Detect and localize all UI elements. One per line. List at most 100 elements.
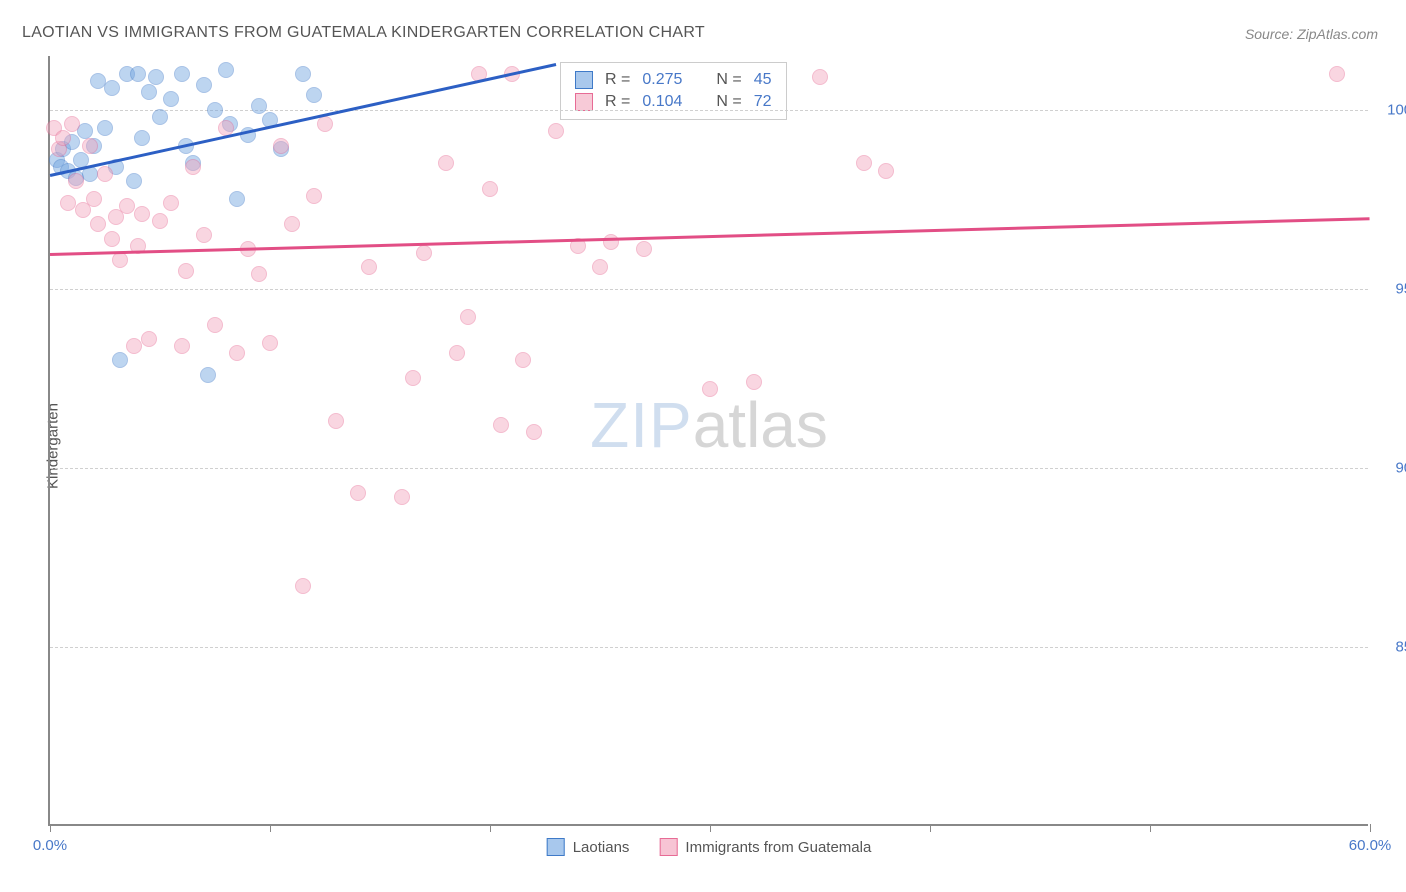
data-point bbox=[90, 216, 106, 232]
legend-item: Immigrants from Guatemala bbox=[659, 838, 871, 856]
n-label: N = bbox=[716, 93, 741, 111]
data-point bbox=[548, 123, 564, 139]
data-point bbox=[273, 138, 289, 154]
data-point bbox=[636, 241, 652, 257]
data-point bbox=[196, 77, 212, 93]
data-point bbox=[482, 181, 498, 197]
data-point bbox=[251, 266, 267, 282]
legend-swatch bbox=[575, 93, 593, 111]
data-point bbox=[218, 62, 234, 78]
correlation-stats-box: R =0.275N =45R =0.104N =72 bbox=[560, 62, 787, 120]
data-point bbox=[141, 84, 157, 100]
data-point bbox=[86, 191, 102, 207]
data-point bbox=[394, 489, 410, 505]
watermark-zip: ZIP bbox=[590, 389, 693, 461]
n-value: 72 bbox=[754, 93, 772, 111]
data-point bbox=[55, 130, 71, 146]
data-point bbox=[493, 417, 509, 433]
data-point bbox=[148, 69, 164, 85]
data-point bbox=[207, 317, 223, 333]
data-point bbox=[104, 80, 120, 96]
data-point bbox=[416, 245, 432, 261]
x-tick-label: 60.0% bbox=[1349, 837, 1392, 854]
legend-label: Immigrants from Guatemala bbox=[685, 839, 871, 856]
data-point bbox=[207, 102, 223, 118]
data-point bbox=[104, 231, 120, 247]
data-point bbox=[526, 424, 542, 440]
data-point bbox=[262, 335, 278, 351]
source-attribution: Source: ZipAtlas.com bbox=[1245, 26, 1378, 42]
data-point bbox=[152, 213, 168, 229]
data-point bbox=[134, 206, 150, 222]
data-point bbox=[229, 191, 245, 207]
scatter-plot-area: ZIPatlas R =0.275N =45R =0.104N =72 Laot… bbox=[48, 56, 1368, 826]
data-point bbox=[350, 485, 366, 501]
x-tick bbox=[270, 824, 271, 832]
data-point bbox=[306, 188, 322, 204]
data-point bbox=[126, 173, 142, 189]
data-point bbox=[174, 338, 190, 354]
data-point bbox=[134, 130, 150, 146]
data-point bbox=[306, 87, 322, 103]
data-point bbox=[112, 252, 128, 268]
data-point bbox=[361, 259, 377, 275]
data-point bbox=[141, 331, 157, 347]
data-point bbox=[438, 155, 454, 171]
data-point bbox=[130, 66, 146, 82]
data-point bbox=[328, 413, 344, 429]
data-point bbox=[878, 163, 894, 179]
trend-line bbox=[50, 217, 1370, 255]
data-point bbox=[64, 116, 80, 132]
legend-item: Laotians bbox=[547, 838, 630, 856]
data-point bbox=[702, 381, 718, 397]
grid-line bbox=[50, 289, 1368, 290]
data-point bbox=[592, 259, 608, 275]
grid-line bbox=[50, 110, 1368, 111]
data-point bbox=[185, 159, 201, 175]
data-point bbox=[112, 352, 128, 368]
data-point bbox=[405, 370, 421, 386]
legend-label: Laotians bbox=[573, 839, 630, 856]
data-point bbox=[295, 578, 311, 594]
data-point bbox=[449, 345, 465, 361]
data-point bbox=[97, 120, 113, 136]
data-point bbox=[251, 98, 267, 114]
data-point bbox=[174, 66, 190, 82]
y-tick-label: 95.0% bbox=[1378, 280, 1406, 297]
legend-swatch bbox=[575, 71, 593, 89]
r-label: R = bbox=[605, 93, 630, 111]
n-value: 45 bbox=[754, 71, 772, 89]
x-tick bbox=[930, 824, 931, 832]
data-point bbox=[178, 263, 194, 279]
watermark-atlas: atlas bbox=[693, 389, 828, 461]
data-point bbox=[68, 173, 84, 189]
stats-row: R = 0.275 N = 45 bbox=[575, 69, 772, 91]
watermark: ZIPatlas bbox=[590, 388, 828, 462]
r-label: R = bbox=[605, 71, 630, 89]
data-point bbox=[284, 216, 300, 232]
grid-line bbox=[50, 647, 1368, 648]
data-point bbox=[97, 166, 113, 182]
chart-title: LAOTIAN VS IMMIGRANTS FROM GUATEMALA KIN… bbox=[22, 24, 705, 42]
data-point bbox=[126, 338, 142, 354]
legend-swatch bbox=[547, 838, 565, 856]
y-tick-label: 90.0% bbox=[1378, 459, 1406, 476]
data-point bbox=[200, 367, 216, 383]
data-point bbox=[1329, 66, 1345, 82]
y-tick-label: 100.0% bbox=[1378, 101, 1406, 118]
data-point bbox=[812, 69, 828, 85]
data-point bbox=[60, 195, 76, 211]
bottom-legend: Laotians Immigrants from Guatemala bbox=[547, 838, 872, 856]
x-tick bbox=[50, 824, 51, 832]
data-point bbox=[515, 352, 531, 368]
n-label: N = bbox=[716, 71, 741, 89]
x-tick bbox=[1370, 824, 1371, 832]
data-point bbox=[163, 195, 179, 211]
data-point bbox=[317, 116, 333, 132]
x-tick-label: 0.0% bbox=[33, 837, 67, 854]
grid-line bbox=[50, 468, 1368, 469]
data-point bbox=[229, 345, 245, 361]
data-point bbox=[196, 227, 212, 243]
x-tick bbox=[1150, 824, 1151, 832]
r-value: 0.275 bbox=[642, 71, 682, 89]
